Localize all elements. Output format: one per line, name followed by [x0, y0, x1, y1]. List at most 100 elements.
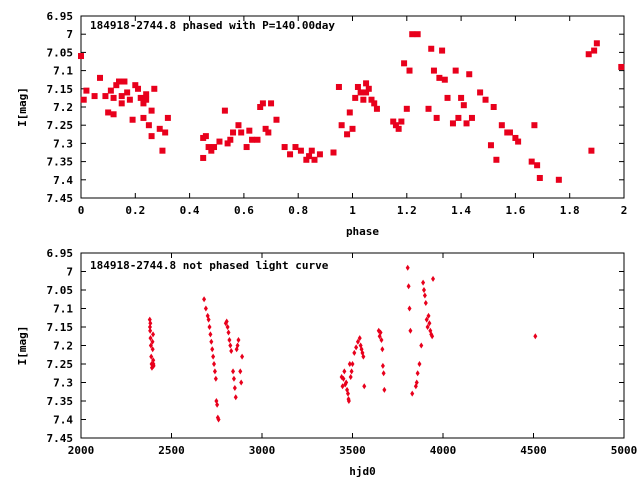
y-tick-label: 7.2 — [53, 340, 73, 353]
data-point — [212, 368, 217, 375]
y-tick-label: 7.4 — [53, 174, 73, 187]
data-point — [395, 125, 402, 132]
data-point — [303, 156, 310, 163]
plot-frame — [80, 252, 625, 439]
data-point — [78, 53, 84, 60]
x-tick-label: 1.6 — [505, 204, 525, 217]
data-point — [381, 370, 386, 377]
y-tick-label: 7.3 — [53, 137, 73, 150]
y-tick-label: 7.45 — [47, 432, 74, 445]
data-point — [202, 133, 209, 140]
data-point — [148, 320, 153, 327]
data-point — [281, 144, 288, 151]
data-point — [430, 333, 435, 340]
data-point — [287, 151, 294, 158]
data-point — [406, 67, 413, 74]
x-tick-label: 0.2 — [125, 204, 145, 217]
data-point — [306, 153, 313, 160]
y-tick-label: 7.05 — [47, 284, 74, 297]
data-point — [229, 348, 234, 355]
y-tick-label: 7.3 — [53, 377, 73, 390]
data-point — [422, 292, 427, 299]
data-point — [515, 138, 522, 145]
data-point — [421, 279, 426, 286]
data-point — [436, 74, 443, 81]
data-point — [308, 147, 315, 154]
data-point — [259, 100, 266, 107]
data-point — [531, 122, 538, 129]
data-point — [428, 45, 435, 52]
data-point — [121, 78, 128, 85]
data-point — [143, 91, 150, 98]
data-point — [228, 342, 233, 349]
chart-title: 184918-2744.8 not phased light curve — [90, 259, 329, 272]
data-point — [107, 87, 114, 94]
x-tick-label: 1.8 — [560, 204, 580, 217]
chart-title: 184918-2744.8 phased with P=140.00day — [90, 19, 335, 32]
data-point — [118, 93, 125, 100]
data-point — [352, 349, 357, 356]
data-point — [338, 122, 345, 129]
data-point — [215, 401, 220, 408]
data-point — [208, 331, 213, 338]
data-point — [91, 93, 98, 100]
data-point — [316, 151, 323, 158]
data-point — [216, 416, 221, 423]
data-point — [380, 362, 385, 369]
data-point — [424, 316, 429, 323]
data-point — [148, 342, 153, 349]
data-point — [528, 158, 535, 165]
data-point — [506, 129, 513, 136]
data-point — [379, 336, 384, 343]
data-point — [415, 370, 420, 377]
data-point — [382, 386, 387, 393]
data-point — [232, 385, 237, 392]
x-tick-label: 4500 — [520, 444, 547, 457]
data-point — [618, 63, 625, 70]
data-point — [357, 89, 364, 96]
data-point — [533, 333, 538, 340]
x-axis-label: hjd0 — [349, 465, 376, 478]
data-point — [347, 361, 352, 367]
data-point — [208, 147, 215, 154]
data-point — [164, 114, 171, 121]
data-point — [368, 96, 375, 103]
data-point — [226, 329, 231, 336]
data-point — [148, 133, 155, 140]
data-point — [487, 142, 494, 149]
data-point — [362, 383, 367, 390]
data-point — [439, 47, 446, 54]
data-point — [224, 318, 229, 325]
data-point — [378, 329, 383, 336]
data-point — [427, 320, 432, 327]
data-point — [380, 346, 385, 353]
y-tick-label: 7.35 — [47, 395, 74, 408]
x-tick-label: 1 — [349, 204, 356, 217]
data-point — [110, 111, 117, 118]
data-point — [363, 80, 370, 87]
data-point — [311, 156, 318, 163]
data-point — [292, 144, 299, 151]
data-point — [231, 368, 236, 375]
data-point — [352, 94, 359, 101]
y-tick-label: 6.95 — [47, 247, 74, 260]
data-point — [536, 174, 543, 181]
data-point — [129, 116, 136, 123]
y-tick-label: 7.35 — [47, 156, 74, 169]
data-point — [159, 147, 166, 154]
data-point — [202, 296, 207, 303]
data-point — [342, 368, 347, 375]
data-point — [591, 47, 598, 54]
data-point — [405, 264, 410, 271]
data-point — [143, 96, 150, 103]
data-point — [132, 82, 139, 89]
data-point — [460, 102, 467, 109]
data-point — [593, 40, 600, 47]
data-point — [355, 338, 360, 345]
data-point — [207, 324, 212, 330]
data-point — [335, 83, 342, 90]
data-point — [482, 96, 489, 103]
data-point — [341, 375, 346, 382]
